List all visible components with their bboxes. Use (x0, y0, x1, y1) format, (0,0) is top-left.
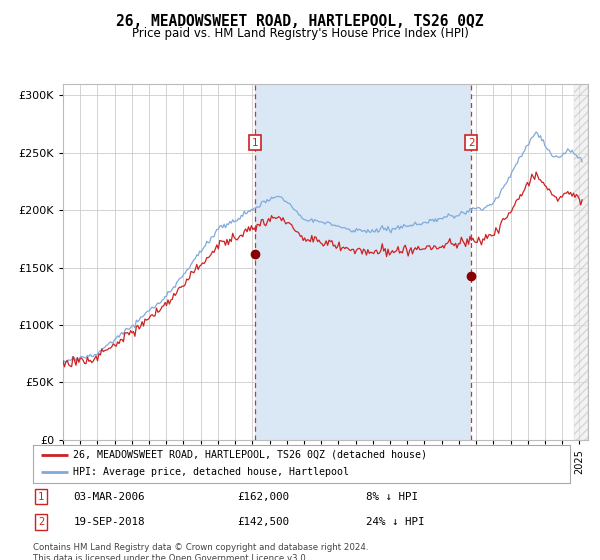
Text: 1: 1 (38, 492, 44, 502)
Text: 24% ↓ HPI: 24% ↓ HPI (366, 517, 424, 527)
Text: 2: 2 (468, 138, 475, 148)
Text: Price paid vs. HM Land Registry's House Price Index (HPI): Price paid vs. HM Land Registry's House … (131, 27, 469, 40)
Text: Contains HM Land Registry data © Crown copyright and database right 2024.
This d: Contains HM Land Registry data © Crown c… (33, 543, 368, 560)
Bar (574, 84, 588, 440)
Text: 8% ↓ HPI: 8% ↓ HPI (366, 492, 418, 502)
Text: 1: 1 (252, 138, 259, 148)
Text: £142,500: £142,500 (237, 517, 289, 527)
Text: 2: 2 (38, 517, 44, 527)
Text: 26, MEADOWSWEET ROAD, HARTLEPOOL, TS26 0QZ (detached house): 26, MEADOWSWEET ROAD, HARTLEPOOL, TS26 0… (73, 450, 427, 460)
Text: 26, MEADOWSWEET ROAD, HARTLEPOOL, TS26 0QZ: 26, MEADOWSWEET ROAD, HARTLEPOOL, TS26 0… (116, 14, 484, 29)
Text: £162,000: £162,000 (237, 492, 289, 502)
Text: 03-MAR-2006: 03-MAR-2006 (73, 492, 145, 502)
Text: HPI: Average price, detached house, Hartlepool: HPI: Average price, detached house, Hart… (73, 467, 349, 477)
Text: 19-SEP-2018: 19-SEP-2018 (73, 517, 145, 527)
Bar (255, 84, 471, 440)
